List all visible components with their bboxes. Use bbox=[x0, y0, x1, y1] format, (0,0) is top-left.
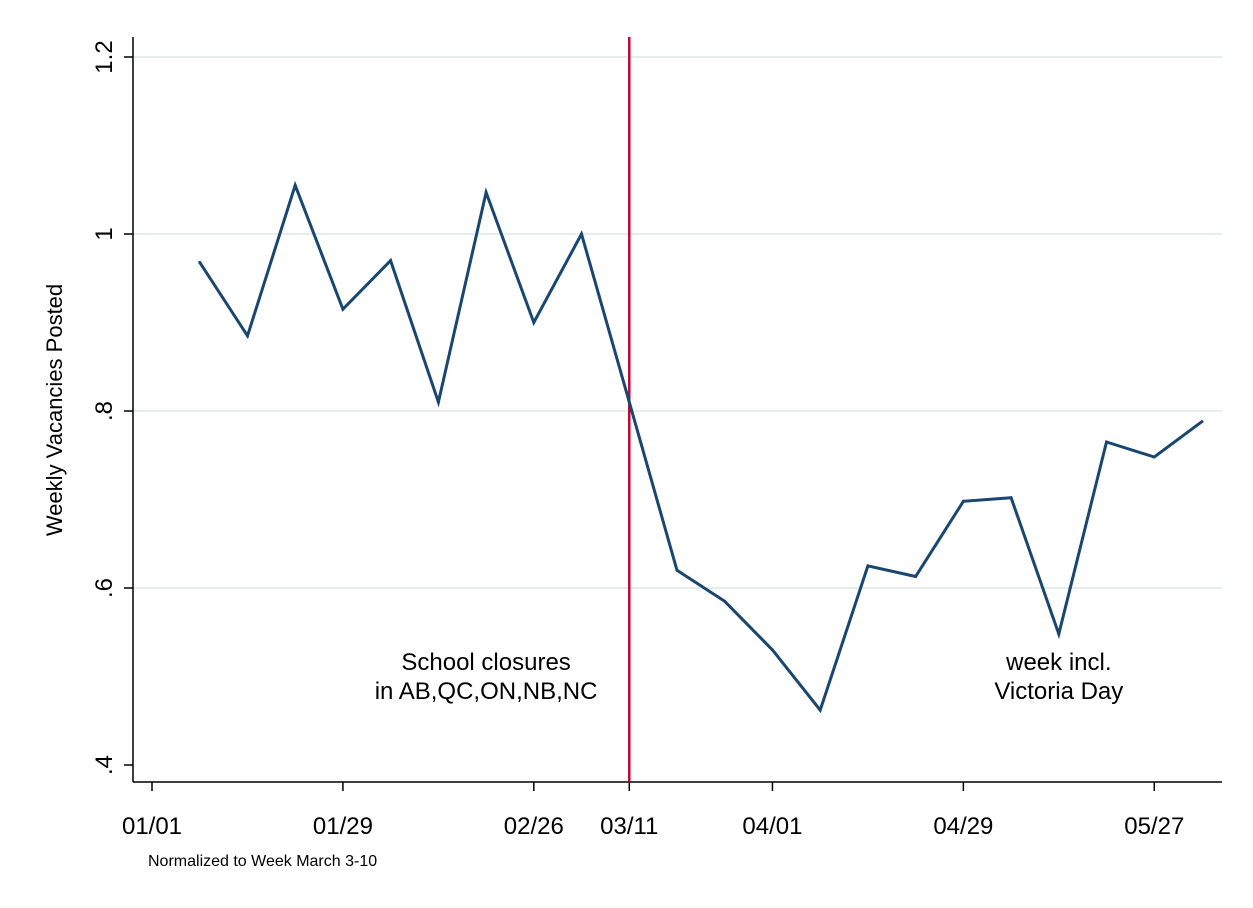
data-point bbox=[1105, 440, 1109, 444]
x-tick-label: 04/01 bbox=[742, 813, 802, 840]
annotation-line: week incl. bbox=[1005, 649, 1111, 676]
data-point bbox=[245, 334, 249, 338]
y-axis-label: Weekly Vacancies Posted bbox=[42, 284, 67, 536]
y-tick-label: .8 bbox=[91, 401, 118, 421]
data-point bbox=[723, 599, 727, 603]
data-point bbox=[436, 400, 440, 404]
y-tick-label: 1.2 bbox=[91, 40, 118, 73]
x-tick-label: 01/29 bbox=[313, 813, 373, 840]
data-point bbox=[389, 259, 393, 263]
data-point bbox=[1200, 420, 1204, 424]
y-tick-label: 1 bbox=[91, 227, 118, 240]
x-tick-label: 05/27 bbox=[1124, 813, 1184, 840]
series-line bbox=[198, 180, 1203, 714]
data-point bbox=[341, 307, 345, 311]
data-point bbox=[580, 232, 584, 236]
data-point bbox=[293, 183, 297, 187]
data-point bbox=[532, 321, 536, 324]
x-tick-label: 02/26 bbox=[504, 813, 564, 840]
annotation-line: School closures bbox=[401, 649, 570, 676]
data-point bbox=[914, 574, 918, 578]
data-point bbox=[627, 400, 631, 404]
data-point bbox=[484, 190, 488, 194]
axes bbox=[124, 37, 1222, 791]
data-point bbox=[770, 648, 774, 652]
data-point bbox=[1057, 632, 1061, 636]
x-tick-label: 04/29 bbox=[933, 813, 993, 840]
annotation-line: Victoria Day bbox=[994, 678, 1123, 705]
data-point bbox=[818, 708, 822, 712]
y-tick-label: .6 bbox=[91, 578, 118, 598]
y-tick-label: .4 bbox=[91, 755, 118, 775]
x-tick-label: 01/01 bbox=[122, 813, 182, 840]
series-group bbox=[198, 180, 1204, 714]
data-point bbox=[1152, 455, 1156, 459]
x-tick-label: 03/11 bbox=[600, 813, 658, 840]
data-point bbox=[961, 499, 965, 503]
data-point bbox=[198, 260, 202, 264]
annotation-line: in AB,QC,ON,NB,NC bbox=[375, 678, 598, 705]
data-point bbox=[866, 564, 870, 568]
data-point bbox=[1009, 496, 1013, 500]
chart-note: Normalized to Week March 3-10 bbox=[148, 853, 377, 870]
data-point bbox=[675, 568, 679, 572]
gridlines bbox=[133, 56, 1222, 589]
tick-labels: .4 .6 .8 1 1.2 01/01 01/29 02/26 03/11 04/01 04/29… bbox=[91, 40, 1184, 840]
